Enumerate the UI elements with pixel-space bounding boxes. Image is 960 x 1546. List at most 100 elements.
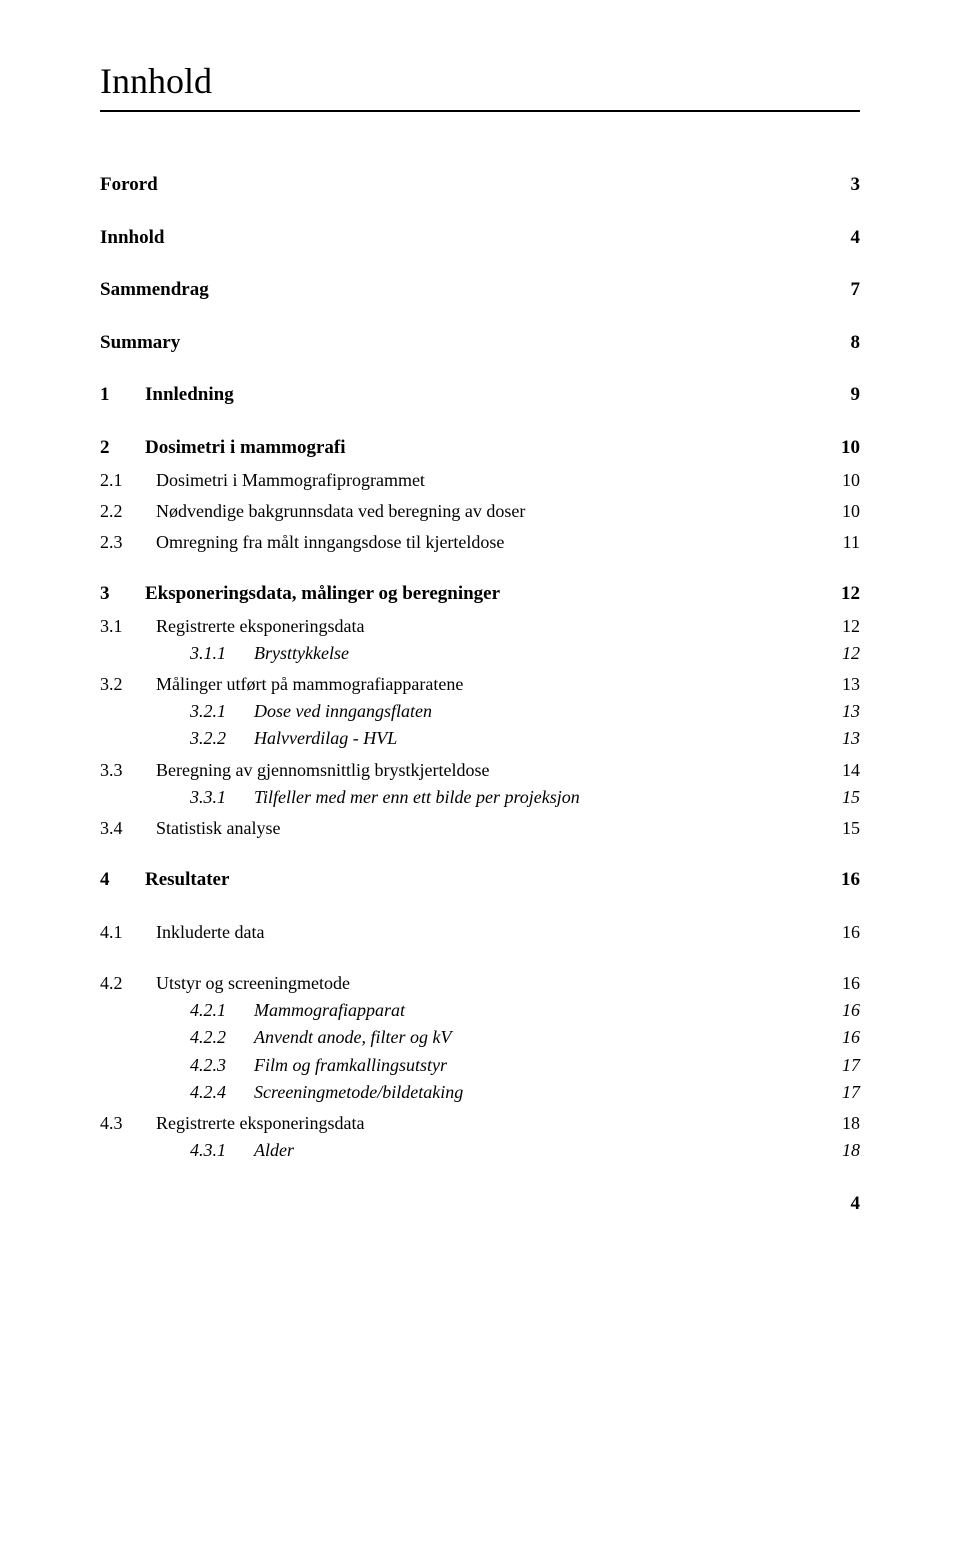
toc-text: Registrerte eksponeringsdata — [156, 1113, 364, 1133]
toc-label: 4.2.3Film og framkallingsutstyr — [100, 1053, 447, 1078]
toc-num: 2.1 — [100, 468, 156, 493]
toc-page: 10 — [842, 499, 860, 524]
toc-page: 16 — [842, 971, 860, 996]
toc-page: 3 — [851, 172, 861, 199]
toc-label: Sammendrag — [100, 277, 209, 304]
toc-page: 18 — [842, 1138, 860, 1163]
toc-label: 4.2Utstyr og screeningmetode — [100, 971, 350, 996]
toc-sub-row: 4.2.3Film og framkallingsutstyr 17 — [100, 1053, 860, 1078]
toc-num: 2.3 — [100, 530, 156, 555]
toc-section-row: 3.1Registrerte eksponeringsdata 12 — [100, 614, 860, 639]
toc-label: 3.3.1Tilfeller med mer enn ett bilde per… — [100, 785, 580, 810]
toc-label: 4Resultater — [100, 867, 229, 894]
toc: Forord 3 Innhold 4 Sammendrag 7 Summary … — [100, 172, 860, 1163]
toc-page: 12 — [841, 581, 860, 608]
toc-label: 1Innledning — [100, 382, 234, 409]
toc-label: 3.2Målinger utført på mammografiapparate… — [100, 672, 463, 697]
toc-entry: Summary 8 — [100, 330, 860, 357]
toc-text: Anvendt anode, filter og kV — [254, 1027, 451, 1047]
toc-text: Målinger utført på mammografiapparatene — [156, 674, 463, 694]
toc-label: Summary — [100, 330, 180, 357]
toc-front-matter: Summary 8 — [100, 330, 860, 357]
toc-page: 8 — [851, 330, 861, 357]
toc-num: 4.3 — [100, 1111, 156, 1136]
toc-page: 15 — [842, 785, 860, 810]
toc-section-row: 2.3Omregning fra målt inngangsdose til k… — [100, 530, 860, 555]
toc-page: 16 — [841, 867, 860, 894]
toc-section-row: 3.3Beregning av gjennomsnittlig brystkje… — [100, 758, 860, 783]
toc-section-row: 4.1Inkluderte data 16 — [100, 920, 860, 945]
toc-chapter-cont: 4.1Inkluderte data 16 — [100, 920, 860, 945]
toc-label: 3.1.1Brysttykkelse — [100, 641, 349, 666]
toc-label: 4.2.1Mammografiapparat — [100, 998, 405, 1023]
toc-front-matter: Forord 3 — [100, 172, 860, 199]
title-block: Innhold — [100, 60, 860, 112]
toc-page: 13 — [842, 726, 860, 751]
toc-label: 3.2.2Halvverdilag - HVL — [100, 726, 397, 751]
toc-text: Film og framkallingsutstyr — [254, 1055, 447, 1075]
toc-page: 17 — [842, 1053, 860, 1078]
toc-page: 16 — [842, 998, 860, 1023]
toc-sub-row: 3.2.1Dose ved inngangsflaten 13 — [100, 699, 860, 724]
toc-page: 12 — [842, 641, 860, 666]
toc-num: 3.1.1 — [190, 641, 254, 666]
toc-num: 3.3 — [100, 758, 156, 783]
toc-section-row: 4.2Utstyr og screeningmetode 16 — [100, 971, 860, 996]
toc-entry: Innhold 4 — [100, 225, 860, 252]
toc-chapter: 4Resultater 16 — [100, 867, 860, 894]
toc-num: 4.3.1 — [190, 1138, 254, 1163]
toc-num: 3.2.2 — [190, 726, 254, 751]
toc-page: 9 — [851, 382, 861, 409]
toc-num: 3.2.1 — [190, 699, 254, 724]
toc-page: 15 — [842, 816, 860, 841]
toc-text: Dosimetri i mammografi — [145, 437, 346, 458]
toc-text: Brysttykkelse — [254, 643, 349, 663]
toc-num: 4.2.1 — [190, 998, 254, 1023]
toc-chapter: 3Eksponeringsdata, målinger og beregning… — [100, 581, 860, 841]
toc-label: 3Eksponeringsdata, målinger og beregning… — [100, 581, 500, 608]
toc-label: 2Dosimetri i mammografi — [100, 435, 346, 462]
toc-sub-row: 3.2.2Halvverdilag - HVL 13 — [100, 726, 860, 751]
toc-sub-row: 4.3.1Alder 18 — [100, 1138, 860, 1163]
toc-num: 4.2 — [100, 971, 156, 996]
toc-num: 4.2.2 — [190, 1025, 254, 1050]
toc-page: 13 — [842, 699, 860, 724]
toc-label: Innhold — [100, 225, 164, 252]
toc-label: 4.2.4Screeningmetode/bildetaking — [100, 1080, 463, 1105]
toc-label: 4.2.2Anvendt anode, filter og kV — [100, 1025, 451, 1050]
toc-sub-row: 3.1.1Brysttykkelse 12 — [100, 641, 860, 666]
toc-page: 10 — [842, 468, 860, 493]
toc-num: 4.1 — [100, 920, 156, 945]
toc-page: 13 — [842, 672, 860, 697]
toc-text: Resultater — [145, 869, 229, 890]
toc-section-row: 3.4Statistisk analyse 15 — [100, 816, 860, 841]
toc-num: 4 — [100, 867, 145, 894]
toc-text: Innledning — [145, 384, 234, 405]
toc-num: 3 — [100, 581, 145, 608]
toc-label: 3.4Statistisk analyse — [100, 816, 281, 841]
toc-page: 11 — [843, 530, 860, 555]
toc-chapter-cont: 4.2Utstyr og screeningmetode 16 4.2.1Mam… — [100, 971, 860, 1163]
page-title: Innhold — [100, 60, 860, 102]
toc-front-matter: Sammendrag 7 — [100, 277, 860, 304]
toc-label: 4.1Inkluderte data — [100, 920, 264, 945]
toc-text: Omregning fra målt inngangsdose til kjer… — [156, 532, 504, 552]
toc-label: 4.3Registrerte eksponeringsdata — [100, 1111, 364, 1136]
toc-text: Registrerte eksponeringsdata — [156, 616, 364, 636]
toc-page: 10 — [841, 435, 860, 462]
toc-page: 18 — [842, 1111, 860, 1136]
toc-text: Inkluderte data — [156, 922, 264, 942]
toc-page: 16 — [842, 1025, 860, 1050]
toc-text: Tilfeller med mer enn ett bilde per proj… — [254, 787, 580, 807]
toc-label: 2.3Omregning fra målt inngangsdose til k… — [100, 530, 504, 555]
toc-entry: Sammendrag 7 — [100, 277, 860, 304]
toc-label: 2.1Dosimetri i Mammografiprogrammet — [100, 468, 425, 493]
toc-section-row: 3.2Målinger utført på mammografiapparate… — [100, 672, 860, 697]
toc-text: Mammografiapparat — [254, 1000, 405, 1020]
toc-text: Dose ved inngangsflaten — [254, 701, 432, 721]
toc-section-row: 2.2Nødvendige bakgrunnsdata ved beregnin… — [100, 499, 860, 524]
toc-num: 3.1 — [100, 614, 156, 639]
toc-label: 4.3.1Alder — [100, 1138, 294, 1163]
toc-text: Statistisk analyse — [156, 818, 281, 838]
toc-num: 4.2.3 — [190, 1053, 254, 1078]
